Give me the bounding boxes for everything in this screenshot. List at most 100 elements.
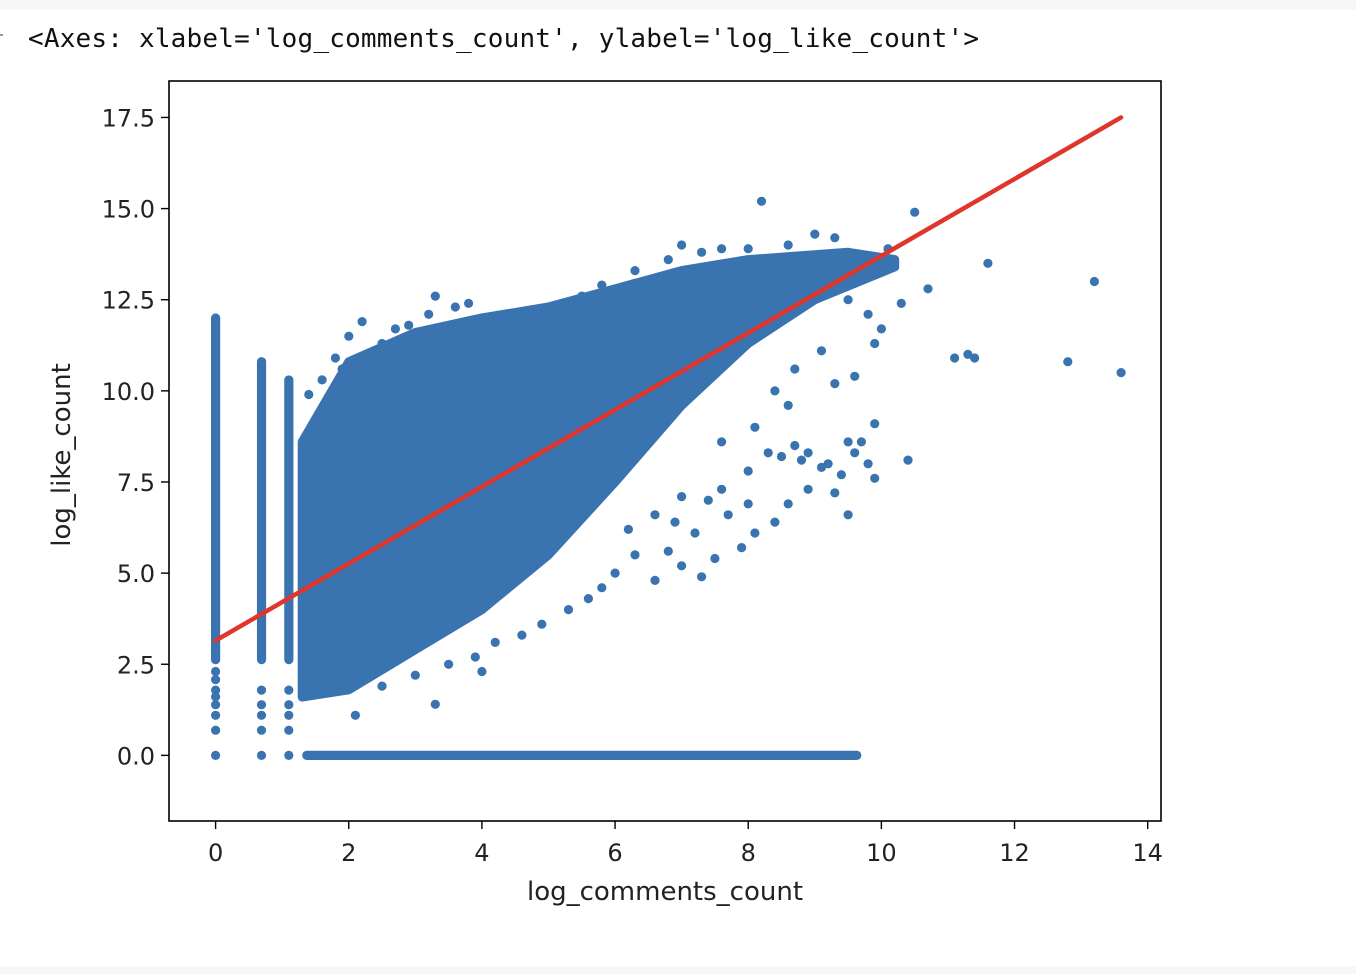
scatter-point	[377, 681, 387, 691]
x-axis-label: log_comments_count	[527, 877, 803, 907]
scatter-point	[1063, 357, 1073, 367]
scatter-point	[823, 459, 833, 469]
scatter-point	[923, 284, 933, 294]
scatter-point	[597, 280, 607, 290]
scatter-point	[211, 692, 221, 702]
scatter-point	[256, 700, 267, 710]
scatter-point	[444, 659, 454, 669]
x-tick-label: 10	[866, 839, 897, 867]
scatter-point	[663, 546, 673, 556]
scatter-point	[330, 353, 340, 363]
scatter-point	[470, 652, 480, 662]
y-tick-label: 2.5	[117, 651, 155, 679]
scatter-point	[743, 244, 753, 254]
scatter-point	[317, 375, 327, 385]
scatter-point	[803, 484, 813, 494]
scatter-point	[796, 455, 807, 465]
scatter-point	[783, 400, 793, 410]
discrete-column	[284, 375, 294, 665]
scatter-point	[370, 371, 380, 381]
scatter-point	[256, 710, 267, 720]
scatter-point	[377, 338, 387, 349]
scatter-point	[597, 583, 607, 593]
scatter-point	[650, 510, 660, 520]
scatter-point	[284, 685, 294, 695]
y-axis-ticks: 0.0 2.5 5.0 7.5 10.0 12.5 15.0 17.5	[102, 104, 169, 770]
scatter-point	[364, 393, 374, 403]
scatter-point	[410, 349, 420, 359]
scatter-point	[417, 331, 427, 341]
scatter-point	[850, 371, 860, 381]
scatter-point	[723, 510, 733, 520]
scatter-point	[211, 675, 221, 685]
scatter-point	[750, 422, 760, 432]
scatter-point	[557, 298, 567, 308]
scatter-point	[790, 364, 800, 374]
scatter-point	[1116, 368, 1126, 378]
scatter-point	[284, 750, 294, 761]
scatter-point	[211, 666, 221, 677]
scatter-point	[896, 298, 906, 308]
scatter-point	[983, 258, 993, 268]
x-tick-label: 6	[607, 839, 622, 867]
scatter-point	[803, 448, 813, 458]
scatter-point	[870, 419, 880, 429]
scatter-point	[756, 196, 767, 206]
scatter-point	[677, 561, 687, 571]
plot-area	[211, 115, 1126, 761]
scatter-point	[690, 528, 700, 538]
scatter-point	[970, 353, 980, 363]
scatter-point	[743, 499, 753, 509]
scatter-point	[870, 473, 880, 483]
axes-frame	[168, 80, 1162, 822]
scatter-point	[830, 488, 840, 498]
scatter-point	[717, 437, 727, 447]
scatter-point	[583, 594, 594, 604]
scatter-point	[537, 619, 547, 629]
zero-comments-column	[211, 313, 221, 665]
scatter-point	[563, 605, 574, 615]
scatter-point	[663, 255, 673, 265]
y-tick-label: 17.5	[102, 104, 155, 132]
scatter-point	[790, 440, 800, 451]
scatter-point	[344, 331, 354, 341]
scatter-point	[710, 553, 720, 564]
scatter-point	[816, 346, 827, 356]
y-tick-label: 7.5	[117, 469, 155, 497]
scatter-point	[390, 324, 400, 334]
x-tick-label: 4	[474, 839, 489, 867]
scatter-point	[256, 685, 267, 695]
dense-point-cloud	[297, 247, 900, 702]
scatter-point	[697, 247, 707, 257]
scatter-point	[530, 306, 540, 316]
scatter-point	[870, 338, 880, 349]
scatter-point	[843, 510, 853, 520]
scatter-point	[830, 233, 840, 243]
scatter-point	[256, 725, 267, 735]
scatter-point	[876, 324, 887, 334]
scatter-point	[430, 699, 440, 709]
cell-gutter-marker	[0, 34, 3, 36]
scatter-point	[284, 700, 294, 710]
scatter-point	[697, 572, 707, 582]
scatter-point	[477, 666, 487, 677]
scatter-point	[717, 244, 727, 254]
scatter-point	[256, 750, 267, 761]
scatter-point	[863, 459, 873, 469]
scatter-point	[430, 291, 440, 301]
scatter-point	[703, 495, 713, 505]
scatter-point	[717, 484, 727, 494]
scatter-point	[450, 302, 460, 312]
y-tick-label: 5.0	[117, 560, 155, 588]
scatter-point	[437, 342, 447, 352]
scatter-point	[384, 382, 394, 392]
scatter-point	[510, 313, 520, 323]
scatter-point	[610, 568, 620, 578]
scatter-point	[350, 710, 360, 720]
x-tick-label: 8	[741, 839, 756, 867]
cell-top-border	[0, 0, 1356, 10]
scatter-point	[856, 437, 867, 447]
scatter-point	[750, 528, 760, 538]
scatter-point	[677, 240, 687, 250]
scatter-point	[670, 517, 680, 527]
